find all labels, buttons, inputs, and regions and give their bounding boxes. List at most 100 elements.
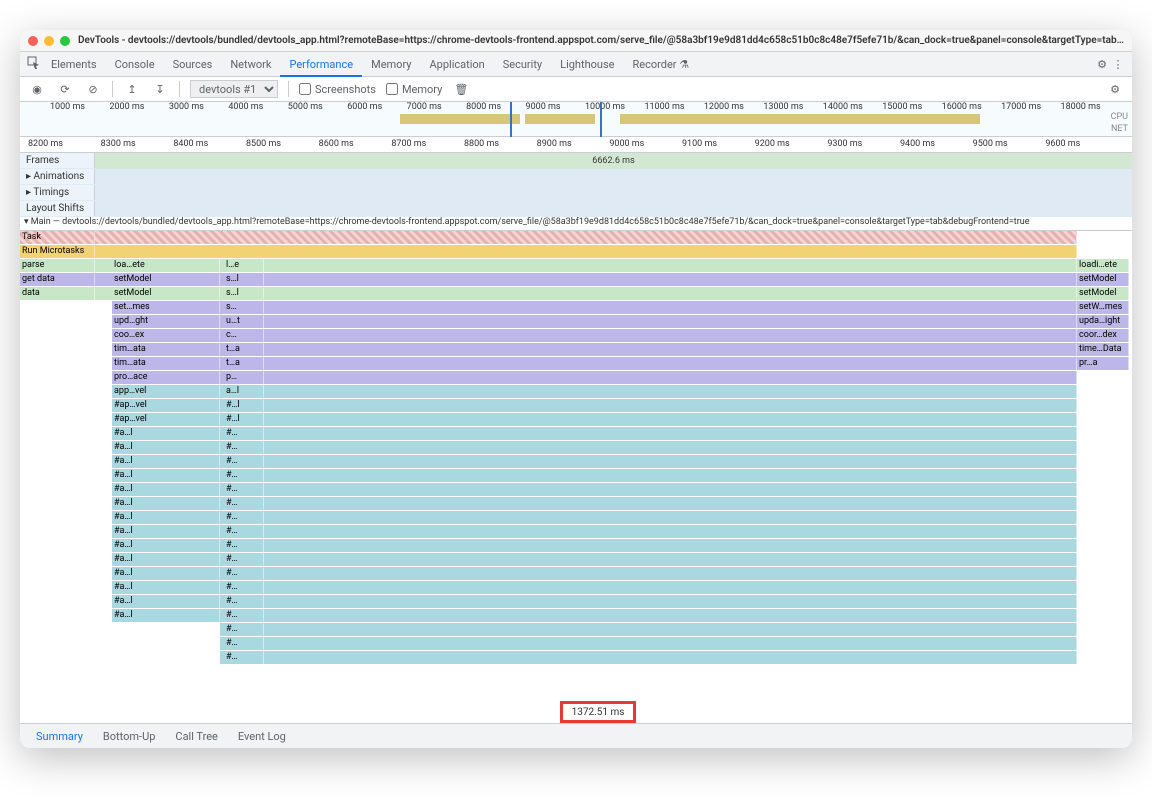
flame-segment[interactable]: #a…l [112,441,220,454]
flame-row[interactable]: #a…l#… [20,469,1132,483]
flame-row[interactable]: tim…atat…apr…a [20,357,1132,371]
perf-settings-icon[interactable]: ⚙ [1106,83,1124,96]
flame-bar[interactable] [95,231,1077,244]
flame-row[interactable]: #a…l#… [20,581,1132,595]
flame-segment[interactable]: app…vel [112,385,220,398]
flame-row[interactable]: Run Microtasks [20,245,1132,259]
flame-row[interactable]: pro…ace p… [20,371,1132,385]
flame-right-segment[interactable]: coor…dex [1077,329,1129,342]
tab-sources[interactable]: Sources [164,52,222,77]
flame-row[interactable]: parseloa…etel…eloadi…ete [20,259,1132,273]
flame-segment[interactable]: #a…l [112,595,220,608]
flame-segment[interactable]: #… [224,455,264,468]
flame-right-segment[interactable]: setW…mes [1077,301,1129,314]
flame-segment[interactable]: c… [224,329,264,342]
flame-row[interactable]: #a…l #… [20,441,1132,455]
flame-segment[interactable]: coo…ex [112,329,220,342]
flame-right-segment[interactable]: pr…a [1077,357,1129,370]
bottom-tab-call-tree[interactable]: Call Tree [165,724,227,749]
flame-segment[interactable]: #… [224,497,264,510]
flame-segment[interactable]: #… [224,469,264,482]
tab-performance[interactable]: Performance [280,52,362,77]
tab-memory[interactable]: Memory [362,52,420,77]
flame-row[interactable]: #… [20,637,1132,651]
zoom-dot[interactable] [60,36,70,46]
flame-row[interactable]: #a…l #… [20,609,1132,623]
flame-segment[interactable]: #… [224,595,264,608]
detail-ruler[interactable]: 8200 ms8300 ms8400 ms8500 ms8600 ms8700 … [20,137,1132,153]
flame-segment[interactable]: p… [224,371,264,384]
frames-track[interactable]: Frames 6662.6 ms [20,153,1132,169]
flame-row[interactable]: #a…l#… [20,497,1132,511]
flame-segment[interactable]: l…e [224,259,264,272]
flame-row[interactable]: tim…atat…atime…Data [20,343,1132,357]
flame-bar[interactable] [220,651,1077,664]
flame-row[interactable]: #a…l#… [20,427,1132,441]
flame-row[interactable]: #a…l#… [20,567,1132,581]
flame-segment[interactable]: #a…l [112,539,220,552]
flame-row[interactable]: #a…l #… [20,455,1132,469]
flame-segment[interactable]: tim…ata [112,343,220,356]
tab-elements[interactable]: Elements [42,52,106,77]
flame-row[interactable]: datasetModels…lsetModel [20,287,1132,301]
flame-segment[interactable]: s…l [224,273,264,286]
flame-bar[interactable] [95,245,1077,258]
flame-segment[interactable]: #a…l [112,567,220,580]
tab-recorder[interactable]: Recorder ⚗ [623,52,698,77]
flame-segment[interactable]: #a…l [112,427,220,440]
main-thread-header[interactable]: ▾ Main — devtools://devtools/bundled/dev… [20,217,1132,231]
flame-row[interactable]: #a…l#… [20,483,1132,497]
flame-segment[interactable]: t…a [224,357,264,370]
flame-segment[interactable]: #… [224,525,264,538]
flame-row[interactable]: #ap…vel #…l [20,413,1132,427]
flame-segment[interactable]: s…l [224,287,264,300]
animations-track[interactable]: ▸ Animations [20,169,1132,185]
flame-segment[interactable]: #… [224,553,264,566]
record-button[interactable]: ◉ [28,83,46,96]
flame-segment[interactable]: #a…l [112,455,220,468]
flame-row[interactable]: #a…l #… [20,525,1132,539]
clear-button[interactable]: ⊘ [84,83,102,96]
flame-row[interactable]: #… [20,651,1132,665]
flame-row[interactable]: #a…l #… [20,595,1132,609]
flame-segment[interactable]: #… [224,539,264,552]
flame-segment[interactable]: #ap…vel [112,413,220,426]
overview-handle[interactable] [600,102,602,137]
flame-segment[interactable]: pro…ace [112,371,220,384]
flame-row[interactable]: set…mess…setW…mes [20,301,1132,315]
flame-segment[interactable]: #… [224,623,264,636]
flame-segment[interactable]: #…l [224,399,264,412]
timings-track[interactable]: ▸ Timings [20,185,1132,201]
flame-segment[interactable]: s… [224,301,264,314]
flame-segment[interactable]: #a…l [112,609,220,622]
bottom-tab-event-log[interactable]: Event Log [228,724,296,749]
tab-security[interactable]: Security [494,52,551,77]
flame-segment[interactable]: upd…ght [112,315,220,328]
flame-segment[interactable]: #a…l [112,525,220,538]
minimize-dot[interactable] [44,36,54,46]
flame-segment[interactable]: #… [224,651,264,664]
flame-segment[interactable]: setModel [112,273,220,286]
flame-segment[interactable]: #a…l [112,553,220,566]
flame-segment[interactable]: #… [224,441,264,454]
tab-console[interactable]: Console [106,52,164,77]
flame-segment[interactable]: #… [224,637,264,650]
flame-segment[interactable]: #… [224,609,264,622]
flame-segment[interactable]: #… [224,511,264,524]
flame-row[interactable]: Task [20,231,1132,245]
flame-bar[interactable] [220,623,1077,636]
flame-segment[interactable]: #…l [224,413,264,426]
flame-row[interactable]: #ap…vel#…l [20,399,1132,413]
inspect-icon[interactable] [26,56,42,73]
more-icon[interactable]: ⋮ [1110,58,1126,71]
reload-button[interactable]: ⟳ [56,83,74,96]
bottom-tab-summary[interactable]: Summary [26,724,93,749]
flame-chart[interactable]: TaskRun Microtasksparseloa…etel…eloadi…e… [20,231,1132,665]
flame-right-segment[interactable]: time…Data [1077,343,1129,356]
flame-right-segment[interactable]: loadi…ete [1077,259,1129,272]
load-button[interactable]: ↥ [123,83,141,96]
flame-row[interactable]: app…vela…l [20,385,1132,399]
overview-handle[interactable] [510,102,512,137]
flame-row[interactable]: upd…ghtu…tupda…ight [20,315,1132,329]
tab-network[interactable]: Network [221,52,280,77]
